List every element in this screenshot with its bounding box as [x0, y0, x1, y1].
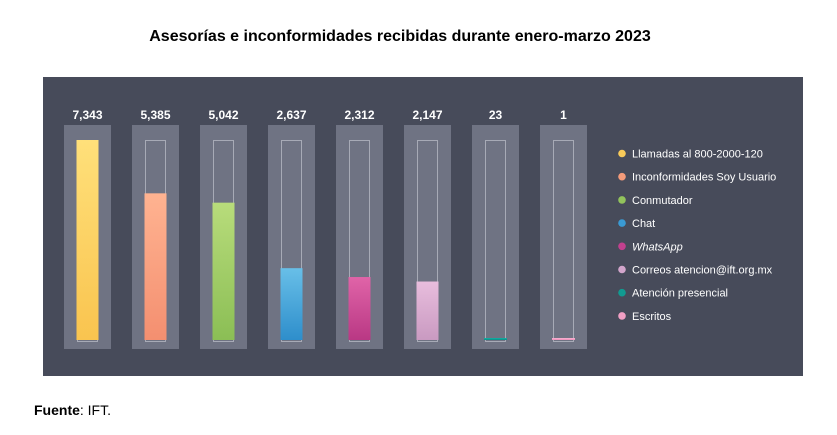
- legend-marker: [618, 288, 626, 297]
- legend-marker: [618, 149, 626, 158]
- bar-3: [212, 202, 235, 340]
- value-label: 1: [560, 108, 567, 122]
- legend-label: Correos atencion@ift.org.mx: [632, 265, 773, 277]
- bar-5: [348, 277, 371, 340]
- value-label: 7,343: [72, 108, 102, 122]
- legend-label: Escritos: [632, 311, 672, 323]
- source-value: : IFT.: [79, 402, 112, 418]
- bars-group: 7,343 5,385 5,042 2,637 2,312 2,147 23 1: [64, 108, 587, 349]
- chart-panel: 7,343 5,385 5,042 2,637 2,312 2,147 23 1 Llamad…: [43, 77, 803, 376]
- bar-track: [281, 140, 302, 342]
- value-label: 5,042: [208, 108, 238, 122]
- bar-track: [417, 140, 438, 342]
- bar-track: [553, 140, 574, 342]
- bar-8: [552, 338, 575, 340]
- bar-track: [485, 140, 506, 342]
- legend-label: Atención presencial: [632, 288, 728, 300]
- value-label: 2,312: [344, 108, 374, 122]
- bar-1: [76, 140, 99, 340]
- bar-chart: 7,343 5,385 5,042 2,637 2,312 2,147 23 1 Llamad…: [64, 108, 776, 349]
- legend-marker: [618, 265, 626, 274]
- bar-slot: [540, 125, 587, 349]
- legend-marker: [618, 172, 626, 181]
- value-label: 2,637: [276, 108, 306, 122]
- source-note: Fuente: IFT.: [34, 402, 111, 418]
- value-label: 23: [489, 108, 503, 122]
- bar-slot: [472, 125, 519, 349]
- legend: Llamadas al 800-2000-120 Inconformidades …: [618, 149, 776, 323]
- legend-marker: [618, 219, 626, 227]
- legend-marker: [618, 312, 626, 320]
- source-label: Fuente: [34, 402, 80, 418]
- bar-track: [349, 140, 370, 342]
- value-label: 5,385: [140, 108, 170, 122]
- legend-marker: [618, 196, 626, 204]
- legend-label: Chat: [632, 218, 655, 230]
- bar-4: [280, 268, 303, 340]
- value-label: 2,147: [412, 108, 442, 122]
- chart-title: Asesorías e inconformidades recibidas du…: [149, 28, 651, 45]
- legend-label: WhatsApp: [632, 241, 683, 253]
- legend-label: Llamadas al 800-2000-120: [632, 149, 763, 161]
- bar-6: [416, 281, 439, 340]
- bar-2: [144, 193, 167, 340]
- legend-label: Inconformidades Soy Usuario: [632, 172, 776, 184]
- legend-marker: [618, 242, 626, 251]
- bar-7: [484, 338, 507, 340]
- legend-label: Conmutador: [632, 195, 693, 207]
